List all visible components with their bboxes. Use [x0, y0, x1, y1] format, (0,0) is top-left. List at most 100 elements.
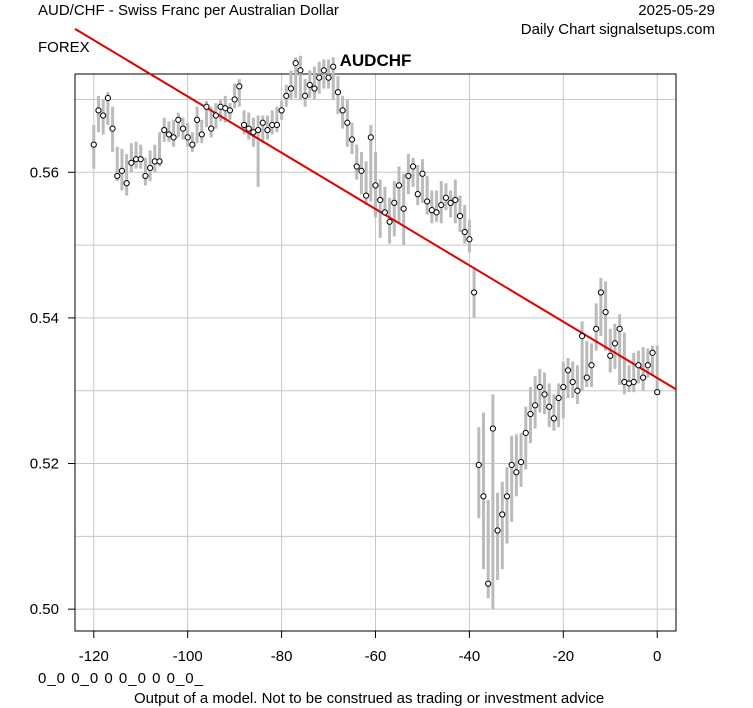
- close-point: [541, 391, 548, 398]
- close-point: [161, 126, 168, 134]
- close-point: [597, 289, 604, 296]
- close-point: [452, 196, 459, 204]
- close-point: [527, 410, 534, 418]
- close-point: [654, 389, 661, 396]
- close-point: [513, 469, 520, 476]
- x-tick-label: -40: [459, 648, 481, 665]
- close-point: [583, 374, 590, 381]
- y-tick-label: 0.50: [30, 601, 59, 618]
- close-point: [212, 112, 219, 119]
- close-point: [137, 156, 144, 163]
- close-point: [348, 136, 356, 143]
- close-point: [442, 194, 450, 201]
- close-point: [560, 383, 567, 391]
- close-point: [456, 212, 464, 220]
- chart-date: 2025-05-29: [638, 2, 715, 19]
- close-point: [438, 201, 445, 209]
- close-point: [489, 425, 496, 432]
- close-point: [616, 325, 623, 332]
- close-point: [104, 94, 111, 102]
- close-point: [640, 374, 647, 381]
- close-point: [555, 394, 562, 402]
- close-point: [471, 289, 478, 296]
- x-tick-label: -60: [365, 648, 387, 665]
- close-point: [123, 180, 130, 187]
- close-point: [142, 172, 149, 180]
- close-point: [607, 352, 614, 359]
- close-point: [114, 172, 121, 180]
- close-point: [377, 196, 384, 204]
- close-point: [367, 134, 374, 141]
- close-point: [189, 141, 196, 148]
- close-point: [363, 192, 370, 199]
- close-point: [503, 493, 511, 500]
- close-point: [414, 191, 421, 198]
- close-point: [128, 159, 135, 166]
- close-point: [381, 209, 388, 216]
- close-point: [499, 511, 506, 518]
- close-point: [175, 116, 182, 123]
- close-point: [578, 333, 586, 340]
- close-point: [372, 182, 379, 189]
- close-point: [287, 85, 295, 92]
- chart-title: AUDCHF: [340, 51, 412, 70]
- close-point: [255, 126, 262, 134]
- x-tick-label: -100: [173, 648, 203, 665]
- close-point: [391, 199, 398, 206]
- close-point: [485, 580, 492, 587]
- close-point: [245, 125, 252, 132]
- close-point: [339, 107, 346, 114]
- close-point: [550, 415, 558, 422]
- close-point: [100, 112, 107, 119]
- close-point: [433, 209, 440, 216]
- close-point: [564, 367, 572, 374]
- y-tick-label: 0.52: [30, 456, 59, 473]
- close-point: [475, 461, 482, 469]
- close-point: [546, 403, 553, 410]
- close-point: [231, 96, 238, 103]
- close-point: [179, 125, 187, 132]
- y-tick-label: 0.54: [30, 310, 59, 327]
- close-point: [297, 67, 304, 74]
- close-point: [306, 81, 313, 89]
- x-tick-label: -120: [79, 648, 109, 665]
- market-category: FOREX: [38, 39, 90, 56]
- close-point: [273, 121, 280, 129]
- close-point: [193, 116, 201, 123]
- chart-source: Daily Chart signalsetups.com: [520, 21, 715, 38]
- close-point: [170, 134, 177, 141]
- footer-code: 0_0 0_0 0 0_0 0 0_0_: [38, 670, 204, 687]
- close-point: [353, 163, 360, 170]
- close-point: [240, 121, 248, 129]
- close-point: [588, 362, 595, 369]
- close-point: [536, 383, 543, 391]
- close-point: [156, 158, 163, 165]
- close-point: [325, 74, 332, 81]
- close-point: [649, 349, 656, 356]
- close-point: [198, 131, 205, 138]
- close-point: [203, 103, 210, 110]
- close-point: [466, 236, 473, 243]
- close-point: [611, 340, 619, 347]
- close-point: [522, 429, 529, 437]
- close-point: [95, 107, 102, 114]
- close-point: [165, 131, 173, 138]
- close-point: [386, 218, 393, 225]
- close-point: [447, 199, 454, 206]
- close-point: [630, 378, 637, 386]
- chart-title-left: AUD/CHF - Swiss Franc per Australian Dol…: [38, 2, 339, 19]
- close-point: [494, 527, 501, 534]
- close-point: [409, 163, 417, 170]
- x-tick-label: -80: [271, 648, 293, 665]
- close-point: [118, 167, 126, 174]
- close-point: [517, 458, 525, 466]
- close-point: [344, 119, 351, 126]
- close-point: [532, 402, 539, 409]
- x-tick-label: -20: [552, 648, 574, 665]
- close-point: [278, 107, 285, 114]
- close-point: [419, 170, 426, 177]
- close-point: [316, 74, 323, 81]
- close-point: [311, 85, 318, 92]
- close-point: [259, 119, 266, 126]
